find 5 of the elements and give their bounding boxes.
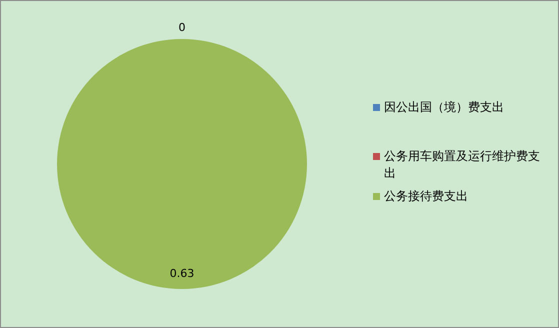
legend-label: 因公出国（境）费支出 [384,99,505,116]
text: 0 [178,20,186,34]
legend-label: 公务接待费支出 [384,188,469,205]
legend-label: 公务用车购置及运行维护费支出 [384,148,541,182]
data-label: 0.63 [170,266,194,280]
